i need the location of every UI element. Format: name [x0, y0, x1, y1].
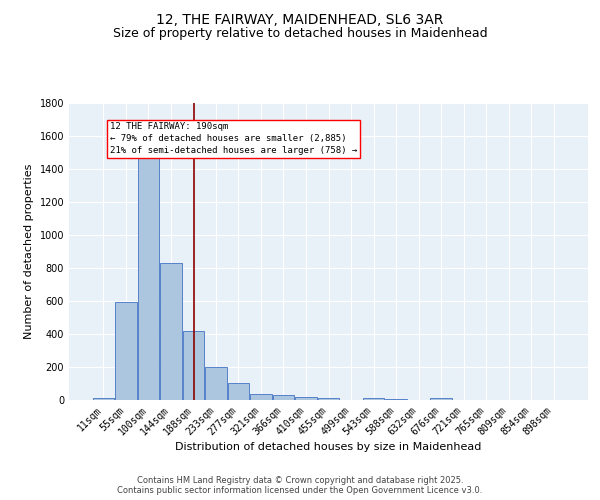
Bar — [363, 398, 384, 400]
Bar — [115, 302, 137, 400]
Bar — [385, 399, 407, 400]
Text: Size of property relative to detached houses in Maidenhead: Size of property relative to detached ho… — [113, 28, 487, 40]
Text: Contains HM Land Registry data © Crown copyright and database right 2025.
Contai: Contains HM Land Registry data © Crown c… — [118, 476, 482, 495]
Bar — [182, 330, 204, 400]
Text: 12, THE FAIRWAY, MAIDENHEAD, SL6 3AR: 12, THE FAIRWAY, MAIDENHEAD, SL6 3AR — [157, 12, 443, 26]
Text: 12 THE FAIRWAY: 190sqm
← 79% of detached houses are smaller (2,885)
21% of semi-: 12 THE FAIRWAY: 190sqm ← 79% of detached… — [110, 122, 357, 155]
Bar — [273, 395, 294, 400]
Bar — [160, 263, 182, 400]
Bar — [250, 394, 272, 400]
Bar — [205, 367, 227, 400]
Bar — [228, 384, 249, 400]
Bar — [318, 398, 339, 400]
Bar — [92, 398, 114, 400]
Bar — [137, 156, 159, 400]
Y-axis label: Number of detached properties: Number of detached properties — [24, 164, 34, 339]
X-axis label: Distribution of detached houses by size in Maidenhead: Distribution of detached houses by size … — [175, 442, 482, 452]
Bar — [295, 396, 317, 400]
Bar — [430, 398, 452, 400]
